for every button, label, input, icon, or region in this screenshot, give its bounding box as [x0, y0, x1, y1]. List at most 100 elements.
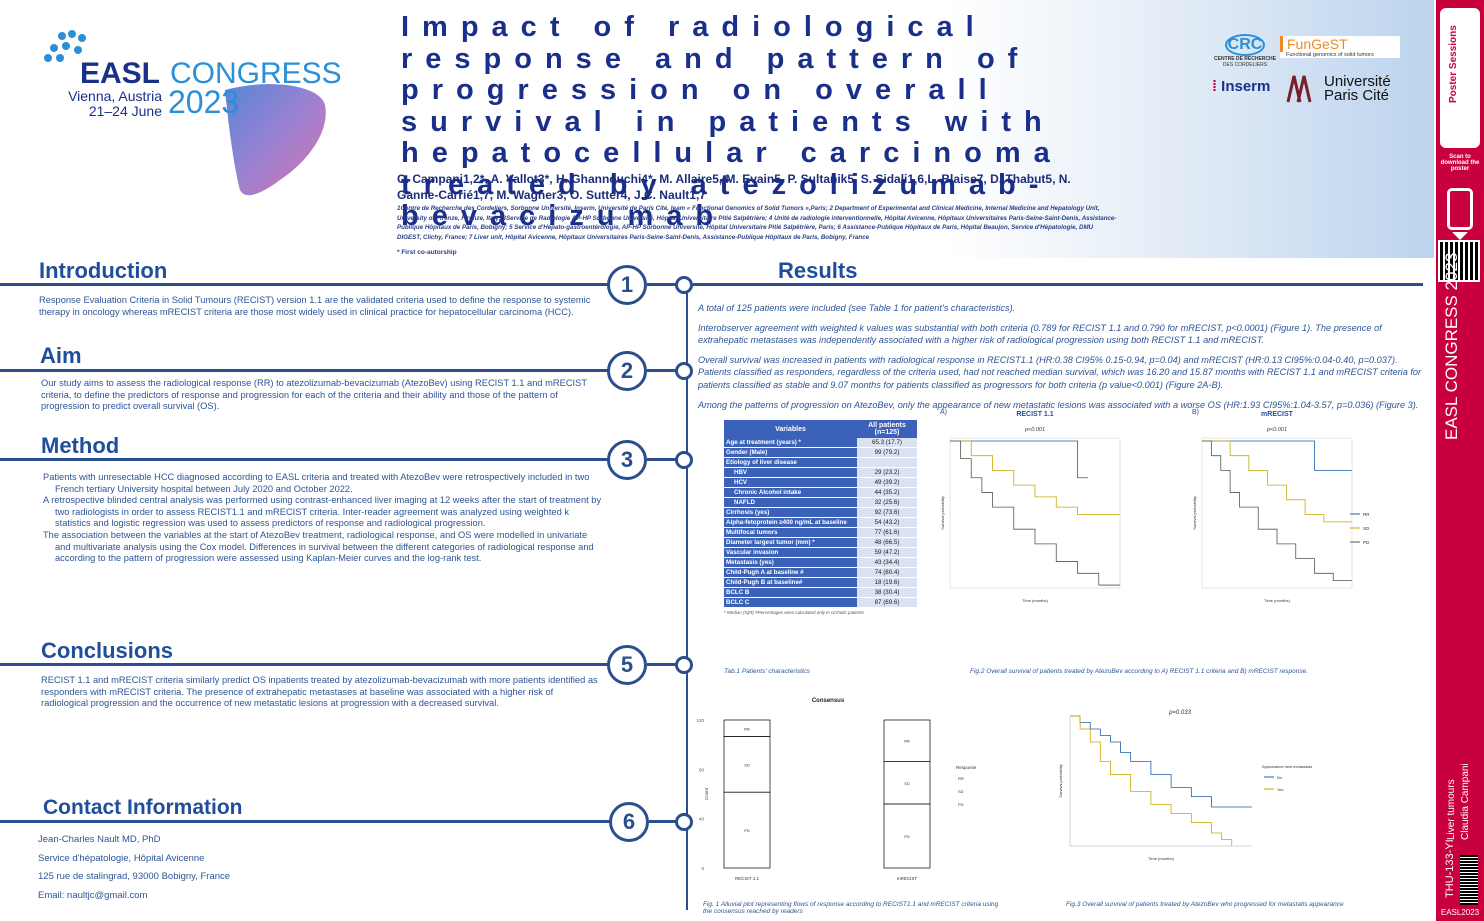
- table-cell-variable: Cirrhosis (yes): [724, 507, 857, 518]
- year: 2023: [168, 84, 240, 120]
- table-cell-value: 92 (73.6): [857, 507, 917, 518]
- y-axis-label: Survival probability: [1192, 496, 1197, 530]
- table-cell-variable: BCLC B: [724, 587, 857, 598]
- authors-line1: C. Campani1,2*, A. Vallot3*, H. Ghannouc…: [397, 172, 1071, 186]
- x-axis-label: Time (months): [1264, 598, 1290, 603]
- legend-title: Appearance new metastasis: [1262, 764, 1312, 769]
- congress-wordmark: CONGRESS: [170, 57, 342, 90]
- dates: 21–24 June: [88, 103, 162, 119]
- km-curve-rr: [1202, 440, 1352, 471]
- table-cell-variable: Etiology of liver disease: [724, 457, 857, 468]
- table-cell-value: 99 (79.2): [857, 447, 917, 458]
- table-row: Vascular invasion 59 (47.2): [724, 547, 917, 558]
- section-5-badge: 5: [607, 645, 647, 685]
- y-tick: 80: [699, 767, 705, 772]
- x-axis-label: Time (months): [1022, 598, 1048, 603]
- inserm-logo: ⁞ Inserm: [1212, 78, 1271, 95]
- table-header-variables: Variables: [724, 420, 857, 438]
- scan-text: Scan to download the poster: [1440, 154, 1480, 172]
- intro-text: Response Evaluation Criteria in Solid Tu…: [39, 295, 591, 317]
- km-curve-rr: [950, 440, 1089, 479]
- results-para-2: Interobserver agreement with weighted k …: [698, 322, 1382, 346]
- table-cell-value: 32 (25.6): [857, 497, 917, 508]
- mrecist-stratum-pd: [883, 803, 931, 869]
- table-cell-value: [857, 457, 917, 468]
- ring-5: [675, 656, 693, 674]
- ring-6: [675, 813, 693, 831]
- connector-2: [647, 369, 677, 372]
- table-cell-variable: Diameter largest tumor (mm) *: [724, 537, 857, 548]
- panel-label: A): [940, 409, 947, 416]
- figure-1-caption: Fig. 1 Alluvial plot representing flows …: [703, 901, 999, 915]
- table-row: NAFLD 32 (25.6): [724, 497, 917, 508]
- table-row: Diameter largest tumor (mm) * 48 (66.5): [724, 537, 917, 548]
- results-para-3: Overall survival was increased in patien…: [698, 354, 1422, 390]
- table-row: Etiology of liver disease: [724, 457, 917, 468]
- km-curve-pd: [950, 440, 1120, 586]
- table-cell-variable: NAFLD: [724, 497, 857, 508]
- conclusions-text: RECIST 1.1 and mRECIST criteria similarl…: [41, 675, 598, 709]
- posters-logo-panel: Poster Sessions: [1440, 8, 1480, 148]
- stratum-label: RR: [744, 726, 750, 731]
- figure-1: Consensus 120 80 40 0 Count RR RR SD SD PD PD RECIST…: [694, 694, 994, 894]
- table-cell-variable: Alpha-fetoprotein ≥400 ng/mL at baseline: [724, 517, 857, 528]
- fungest-logo: FunGeST Functional genomics of solid tum…: [1280, 36, 1400, 58]
- method-item: The association between the variables at…: [43, 529, 594, 564]
- sidebar-foot: EASL2023: [1440, 908, 1480, 917]
- stratum-label: RR: [904, 739, 910, 744]
- table-cell-value: 54 (43.2): [857, 517, 917, 528]
- y-axis-label: Survival probability: [1058, 764, 1063, 798]
- table-cell-variable: Multifocal tumors: [724, 527, 857, 538]
- table-cell-value: 65.3 (17.7): [857, 438, 917, 448]
- table-row: Child-Pugh B at baseline# 18 (19.6): [724, 577, 917, 588]
- stratum-label: PD: [904, 834, 910, 839]
- table-row: Alpha-fetoprotein ≥400 ng/mL at baseline…: [724, 517, 917, 528]
- table-row: Age at treatment (years) * 65.3 (17.7): [724, 438, 917, 448]
- y-tick: 0: [701, 866, 704, 871]
- contact-lines: Jean-Charles Nault MD, PhD Service d'hép…: [38, 831, 230, 905]
- contact-rule: [0, 820, 615, 823]
- sidebar-easl-logo: EASL CONGRESS 2023: [1442, 252, 1461, 440]
- figure-1-svg: Consensus 120 80 40 0 Count RR RR SD SD PD PD RECIST…: [696, 698, 977, 881]
- sidebar-topic: Liver tumours: [1446, 779, 1457, 840]
- table-cell-value: 38 (30.4): [857, 587, 917, 598]
- table-cell-variable: HBV: [724, 467, 857, 478]
- km-curve-sd: [1202, 440, 1352, 523]
- authors: C. Campani1,2*, A. Vallot3*, H. Ghannouc…: [397, 171, 1117, 203]
- legend-label: SD: [1363, 526, 1370, 531]
- first-coauthor-note: * First co-autorship: [397, 249, 457, 256]
- method-rule: [0, 458, 615, 461]
- method-list: Patients with unresectable HCC diagnosed…: [43, 472, 603, 565]
- results-para-1: A total of 125 patients were included (s…: [698, 303, 1016, 313]
- figure-3: p=0.033 Time (months) Survival probability…: [1050, 700, 1350, 898]
- y-axis-label: Count: [704, 787, 709, 800]
- table-header-all: All patients (n=125): [857, 420, 917, 438]
- table-cell-value: 74 (80.4): [857, 567, 917, 578]
- plot-frame: [949, 437, 1121, 589]
- x-category: mRECIST: [897, 876, 918, 881]
- method-title: Method: [41, 433, 120, 458]
- contact-email[interactable]: Email: naultjc@gmail.com: [38, 889, 148, 901]
- table-cell-value: 44 (35.2): [857, 487, 917, 498]
- contact-name: Jean-Charles Nault MD, PhD: [38, 834, 161, 845]
- table-cell-variable: Chronic Alcohol intake: [724, 487, 857, 498]
- table-row: BCLC B 38 (30.4): [724, 587, 917, 598]
- section-6-badge: 6: [609, 802, 649, 842]
- table-cell-value: 29 (23.2): [857, 467, 917, 478]
- barcode: [1460, 855, 1478, 905]
- legend-title: Response: [956, 765, 977, 770]
- table-footnote: * Median (IQR) #Percentages were calcula…: [724, 610, 864, 615]
- location: Vienna, Austria: [68, 88, 162, 104]
- x-axis-label: Time (months): [1148, 856, 1174, 861]
- table-row: Metastasis (yes) 43 (34.4): [724, 557, 917, 568]
- table-row: Cirrhosis (yes) 92 (73.6): [724, 507, 917, 518]
- results-title: Results: [778, 258, 858, 283]
- qr-code[interactable]: [1438, 240, 1480, 282]
- legend-label: PD: [958, 802, 964, 807]
- table-cell-variable: Vascular invasion: [724, 547, 857, 558]
- panel-label: B): [1192, 409, 1199, 416]
- stratum-label: PD: [744, 828, 750, 833]
- results-rule: [693, 283, 1423, 286]
- easl-logo: [40, 30, 340, 215]
- connector-3: [647, 458, 677, 461]
